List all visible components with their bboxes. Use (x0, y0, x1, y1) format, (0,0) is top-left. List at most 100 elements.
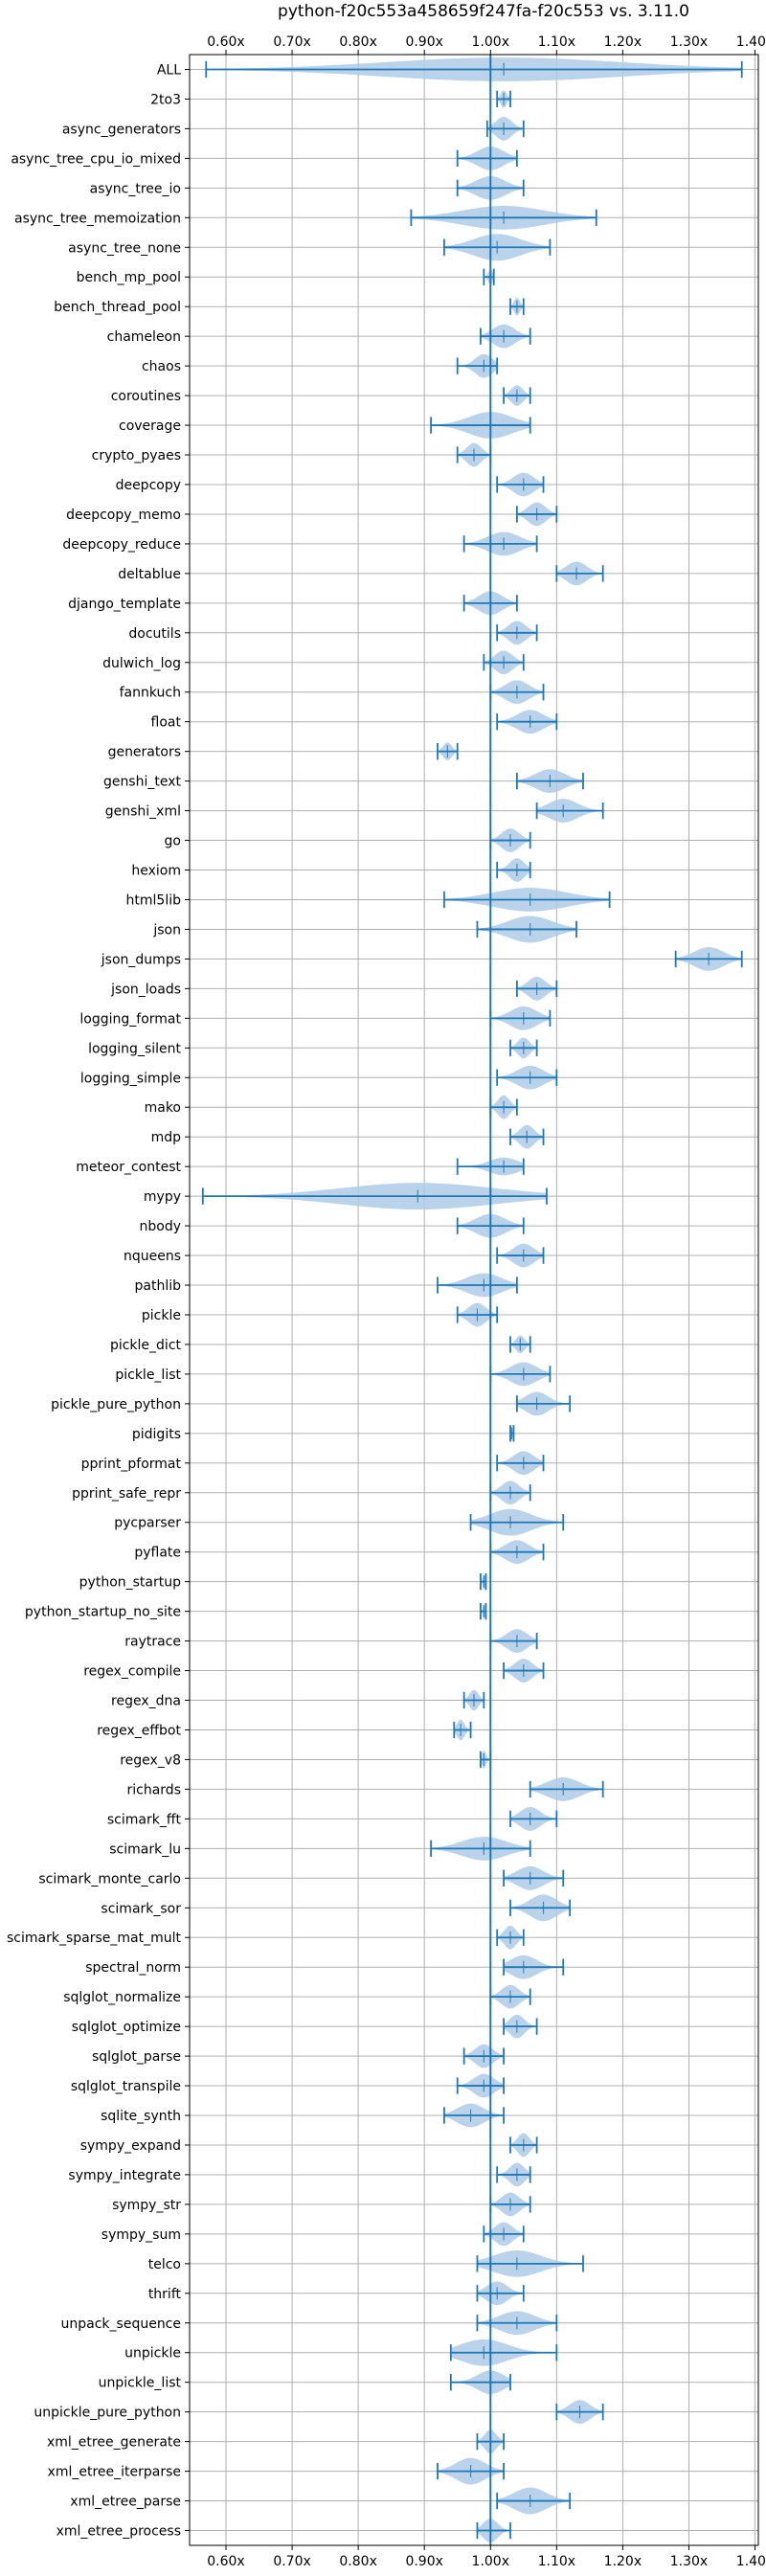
x-tick-label-top: 1.30x (670, 34, 708, 50)
y-tick-label: logging_format (79, 1011, 181, 1027)
y-tick-label: deepcopy_reduce (62, 537, 181, 553)
y-tick-label: async_tree_io (90, 181, 181, 196)
y-tick-label: richards (127, 1782, 182, 1797)
y-tick-label: nbody (140, 1219, 182, 1234)
y-tick-label: bench_thread_pool (54, 300, 181, 315)
x-tick-label-bottom: 0.80x (339, 2554, 376, 2569)
y-tick-label: sqlite_synth (101, 2109, 181, 2124)
x-tick-label-top: 0.60x (207, 34, 244, 50)
y-tick-label: scimark_fft (107, 1812, 182, 1827)
y-tick-label: pickle_dict (110, 1338, 182, 1353)
y-tick-label: async_tree_none (68, 240, 181, 256)
y-tick-label: pickle (142, 1308, 181, 1323)
y-tick-label: pickle_pure_python (51, 1397, 181, 1412)
y-tick-label: unpickle_list (99, 2376, 182, 2391)
y-tick-label: sqlglot_normalize (63, 1990, 181, 2005)
y-tick-label: scimark_sparse_mat_mult (7, 1931, 181, 1946)
y-tick-label: async_generators (62, 122, 181, 137)
y-tick-label: fannkuch (120, 686, 181, 701)
y-tick-label: generators (108, 745, 181, 760)
y-tick-label: mako (145, 1100, 181, 1116)
y-tick-label: telco (148, 2257, 181, 2272)
y-tick-label: pprint_pformat (81, 1457, 182, 1472)
x-tick-label-bottom: 1.30x (670, 2554, 708, 2569)
x-tick-label-top: 1.10x (538, 34, 575, 50)
y-tick-label: hexiom (131, 864, 181, 879)
y-tick-label: pathlib (135, 1278, 182, 1294)
y-tick-label: raytrace (124, 1635, 181, 1650)
y-tick-label: regex_v8 (120, 1752, 181, 1768)
x-tick-label-top: 0.70x (273, 34, 310, 50)
y-tick-label: regex_effbot (97, 1723, 181, 1738)
y-tick-label: genshi_xml (105, 804, 181, 820)
x-tick-label-bottom: 1.40x (736, 2554, 766, 2569)
y-tick-label: pidigits (132, 1427, 181, 1442)
y-tick-label: xml_etree_process (56, 2524, 181, 2540)
y-tick-label: coroutines (111, 389, 181, 404)
y-tick-label: scimark_monte_carlo (38, 1871, 181, 1887)
y-tick-label: deltablue (118, 567, 181, 582)
y-tick-label: python_startup_no_site (25, 1605, 181, 1620)
y-tick-label: pickle_list (115, 1367, 181, 1383)
y-tick-label: python_startup (79, 1575, 181, 1591)
y-tick-label: nqueens (124, 1249, 181, 1264)
plot-frame (189, 54, 759, 2546)
y-tick-label: regex_compile (83, 1664, 181, 1680)
y-tick-label: sqlglot_transpile (71, 2079, 181, 2094)
y-tick-label: deepcopy_memo (66, 508, 181, 523)
y-tick-label: crypto_pyaes (92, 448, 181, 463)
y-tick-label: dulwich_log (102, 656, 181, 671)
y-tick-label: logging_silent (88, 1041, 181, 1056)
violins (201, 57, 743, 2542)
y-tick-label: json_dumps (101, 952, 181, 967)
x-tick-label-bottom: 0.60x (207, 2554, 244, 2569)
y-tick-label: json_loads (110, 982, 181, 997)
x-tick-label-top: 1.40x (736, 34, 766, 50)
y-tick-label: unpack_sequence (61, 2316, 181, 2332)
y-tick-label: coverage (119, 418, 181, 434)
y-tick-label: pyflate (134, 1546, 181, 1561)
y-tick-label: scimark_lu (109, 1842, 181, 1857)
y-tick-label: scimark_sor (101, 1901, 181, 1916)
y-tick-label: json (152, 922, 181, 938)
y-tick-label: pprint_safe_repr (72, 1486, 181, 1502)
y-tick-label: django_template (68, 597, 181, 612)
y-tick-label: bench_mp_pool (77, 270, 181, 285)
chart-title: python-f20c553a458659f247fa-f20c553 vs. … (278, 2, 689, 21)
y-tick-label: html5lib (126, 893, 182, 908)
y-tick-label: xml_etree_generate (47, 2435, 181, 2451)
x-tick-label-bottom: 1.00x (472, 2554, 509, 2569)
y-tick-label: xml_etree_parse (70, 2495, 181, 2510)
y-tick-label: sympy_sum (101, 2227, 181, 2243)
y-tick-label: mdp (151, 1130, 182, 1145)
y-tick-label: chaos (142, 359, 181, 374)
y-tick-label: async_tree_memoization (14, 211, 181, 226)
y-tick-label: unpickle (124, 2346, 181, 2361)
y-tick-label: chameleon (107, 329, 181, 345)
y-tick-label: mypy (144, 1189, 181, 1205)
x-tick-label-top: 0.90x (405, 34, 442, 50)
y-tick-label: sympy_expand (80, 2138, 181, 2154)
y-tick-label: spectral_norm (85, 1960, 181, 1976)
x-tick-label-top: 1.00x (472, 34, 509, 50)
x-tick-label-top: 1.20x (604, 34, 642, 50)
y-tick-label: unpickle_pure_python (34, 2406, 181, 2421)
y-tick-label: sqlglot_parse (92, 2049, 181, 2065)
y-tick-label: sqlglot_optimize (72, 2020, 181, 2035)
y-tick-label: go (165, 834, 181, 849)
y-tick-label: meteor_contest (76, 1160, 181, 1175)
y-tick-label: sympy_integrate (68, 2168, 181, 2183)
y-tick-label: sympy_str (112, 2198, 181, 2213)
y-tick-label: float (151, 715, 182, 731)
y-tick-label: regex_dna (111, 1694, 181, 1709)
y-tick-label: logging_simple (80, 1071, 181, 1086)
x-tick-label-bottom: 1.10x (538, 2554, 575, 2569)
x-tick-label-bottom: 0.90x (405, 2554, 442, 2569)
y-tick-label: ALL (157, 62, 181, 78)
y-tick-label: 2to3 (150, 92, 181, 107)
y-tick-label: thrift (148, 2287, 182, 2302)
y-tick-label: pycparser (114, 1516, 181, 1531)
x-tick-label-bottom: 0.70x (273, 2554, 310, 2569)
x-tick-label-bottom: 1.20x (604, 2554, 642, 2569)
